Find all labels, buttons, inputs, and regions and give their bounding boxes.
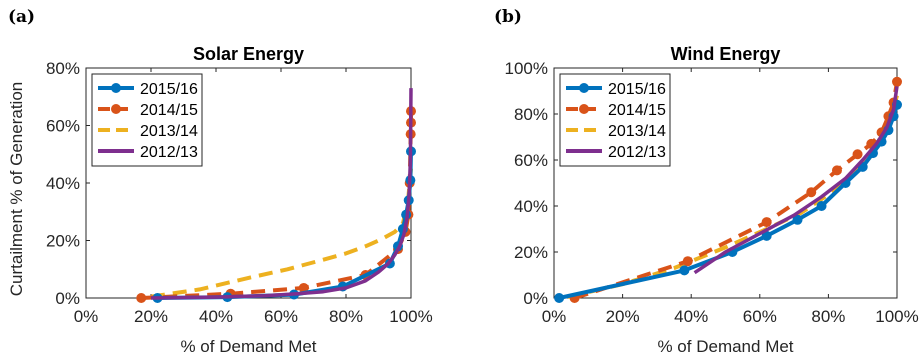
y-tick-label: 20%	[514, 243, 548, 262]
data-point	[682, 256, 693, 267]
x-tick-label: 40%	[199, 307, 233, 326]
y-tick-label: 60%	[46, 117, 80, 136]
x-tick-label: 100%	[875, 307, 918, 326]
series-line-2012-13	[693, 86, 899, 275]
x-tick-label: 20%	[134, 307, 168, 326]
y-tick-label: 60%	[514, 151, 548, 170]
data-point	[892, 76, 902, 87]
data-point	[761, 230, 772, 241]
x-tick-label: 80%	[329, 307, 363, 326]
y-tick-label: 80%	[46, 59, 80, 78]
x-tick-label: 0%	[542, 307, 567, 326]
chart-panel-1: (a) Solar Energy 0% 20% 40% 60% 80% 100% 0% 20% 40…	[7, 7, 433, 356]
x-tick-label: 80%	[811, 307, 845, 326]
chart-panel-2: (b) Wind Energy 0% 20% 40% 60% 80% 100% 0% 20% 40%…	[494, 7, 919, 356]
legend-marker	[111, 104, 121, 114]
legend: 2015/16 2014/15 2013/14 2012/13	[559, 73, 671, 167]
y-tick-label: 100%	[505, 59, 548, 78]
x-tick-label: 20%	[606, 307, 640, 326]
panel-label: (b)	[494, 7, 522, 27]
legend-entry: 2013/14	[608, 123, 666, 140]
legend-entry: 2013/14	[140, 123, 198, 140]
data-point	[554, 293, 565, 303]
x-axis-label: % of Demand Met	[180, 337, 316, 356]
y-tick-label: 20%	[46, 232, 80, 251]
chart-title: Wind Energy	[671, 44, 781, 64]
data-point	[679, 265, 690, 276]
legend: 2015/16 2014/15 2013/14 2012/13	[91, 73, 203, 167]
x-tick-label: 100%	[389, 307, 432, 326]
series-line-2012-13	[150, 88, 413, 300]
data-point	[852, 149, 863, 160]
legend-entry: 2012/13	[608, 144, 666, 161]
y-tick-label: 0%	[523, 289, 548, 308]
legend-entry: 2014/15	[140, 102, 198, 119]
data-point	[136, 293, 147, 303]
legend-entry: 2015/16	[608, 81, 666, 98]
data-point	[831, 165, 842, 176]
data-point	[806, 187, 817, 198]
data-point	[792, 214, 803, 225]
y-tick-label: 0%	[55, 289, 80, 308]
y-tick-label: 40%	[514, 197, 548, 216]
x-axis-label: % of Demand Met	[657, 337, 793, 356]
panel-label: (a)	[8, 7, 35, 27]
x-tick-label: 60%	[743, 307, 777, 326]
data-point	[761, 217, 772, 228]
data-point	[298, 282, 309, 293]
x-tick-label: 60%	[264, 307, 298, 326]
legend-marker	[111, 83, 121, 93]
legend-entry: 2015/16	[140, 81, 198, 98]
legend-marker	[579, 104, 589, 114]
x-tick-label: 40%	[674, 307, 708, 326]
data-point	[816, 201, 827, 211]
x-tick-label: 0%	[74, 307, 99, 326]
y-tick-label: 80%	[514, 105, 548, 124]
chart-title: Solar Energy	[193, 44, 304, 64]
legend-entry: 2014/15	[608, 102, 666, 119]
legend-entry: 2012/13	[140, 144, 198, 161]
y-axis-label: Curtailment % of Generation	[7, 82, 26, 297]
y-tick-label: 40%	[46, 174, 80, 193]
legend-marker	[579, 83, 589, 93]
